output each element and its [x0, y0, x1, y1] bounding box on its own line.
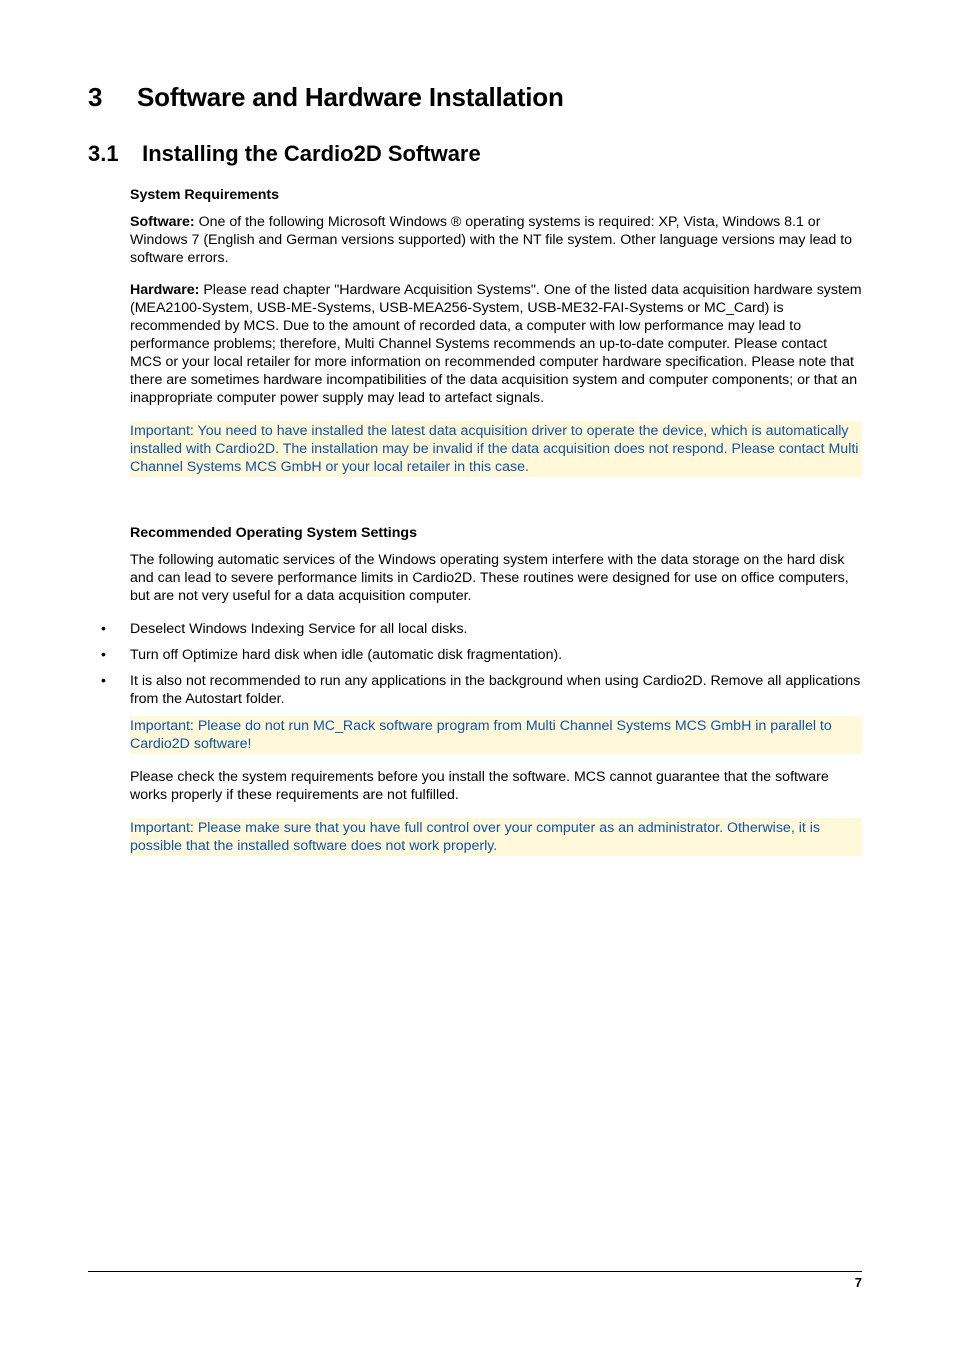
chapter-heading: 3 Software and Hardware Installation	[88, 82, 862, 113]
paragraph-check-requirements: Please check the system requirements bef…	[130, 768, 862, 804]
page-number: 7	[88, 1271, 862, 1290]
section-number: 3.1	[88, 141, 136, 167]
paragraph-hardware: Hardware: Please read chapter "Hardware …	[130, 281, 862, 407]
list-item: Deselect Windows Indexing Service for al…	[88, 620, 862, 638]
text-software: One of the following Microsoft Windows ®…	[130, 214, 852, 266]
label-software: Software:	[130, 214, 195, 230]
text-hardware: Please read chapter "Hardware Acquisitio…	[130, 282, 862, 406]
section-heading: 3.1 Installing the Cardio2D Software	[88, 141, 862, 167]
list-item: It is also not recommended to run any ap…	[88, 672, 862, 708]
paragraph-os-intro: The following automatic services of the …	[130, 551, 862, 605]
spacer	[88, 491, 862, 525]
note-driver-install: Important: You need to have installed th…	[130, 421, 862, 477]
subheading-recommended-os: Recommended Operating System Settings	[130, 525, 862, 541]
list-item: Turn off Optimize hard disk when idle (a…	[88, 646, 862, 664]
label-hardware: Hardware:	[130, 282, 199, 298]
paragraph-software: Software: One of the following Microsoft…	[130, 213, 862, 267]
bullet-list: Deselect Windows Indexing Service for al…	[88, 620, 862, 708]
note-administrator: Important: Please make sure that you hav…	[130, 818, 862, 856]
note-mcrack-parallel: Important: Please do not run MC_Rack sof…	[130, 716, 862, 754]
chapter-title: Software and Hardware Installation	[137, 82, 564, 112]
section-title: Installing the Cardio2D Software	[142, 141, 481, 166]
chapter-number: 3	[88, 82, 130, 113]
subheading-system-requirements: System Requirements	[130, 187, 862, 203]
